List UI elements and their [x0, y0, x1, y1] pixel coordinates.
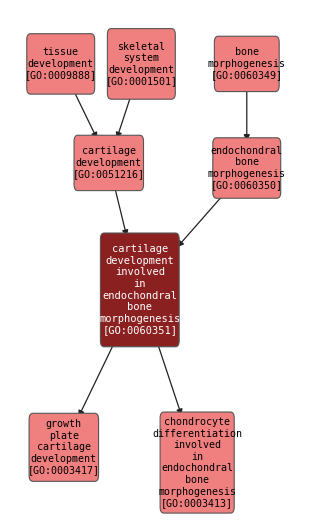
- Text: skeletal
system
development
[GO:0001501]: skeletal system development [GO:0001501]: [105, 41, 177, 86]
- FancyBboxPatch shape: [214, 36, 279, 92]
- Text: bone
morphogenesis
[GO:0060349]: bone morphogenesis [GO:0060349]: [208, 47, 286, 80]
- Text: endochondral
bone
morphogenesis
[GO:0060350]: endochondral bone morphogenesis [GO:0060…: [208, 145, 286, 190]
- FancyBboxPatch shape: [160, 412, 234, 513]
- Text: growth
plate
cartilage
development
[GO:0003417]: growth plate cartilage development [GO:0…: [28, 419, 100, 476]
- Text: cartilage
development
involved
in
endochondral
bone
morphogenesis
[GO:0060351]: cartilage development involved in endoch…: [99, 244, 181, 335]
- FancyBboxPatch shape: [107, 29, 175, 99]
- Text: chondrocyte
differentiation
involved
in
endochondral
bone
morphogenesis
[GO:0003: chondrocyte differentiation involved in …: [152, 417, 242, 508]
- Text: tissue
development
[GO:0009888]: tissue development [GO:0009888]: [25, 47, 97, 80]
- FancyBboxPatch shape: [100, 233, 179, 347]
- FancyBboxPatch shape: [74, 135, 143, 190]
- FancyBboxPatch shape: [27, 34, 95, 94]
- FancyBboxPatch shape: [29, 413, 99, 481]
- FancyBboxPatch shape: [213, 138, 281, 198]
- Text: cartilage
development
[GO:0051216]: cartilage development [GO:0051216]: [73, 147, 145, 179]
